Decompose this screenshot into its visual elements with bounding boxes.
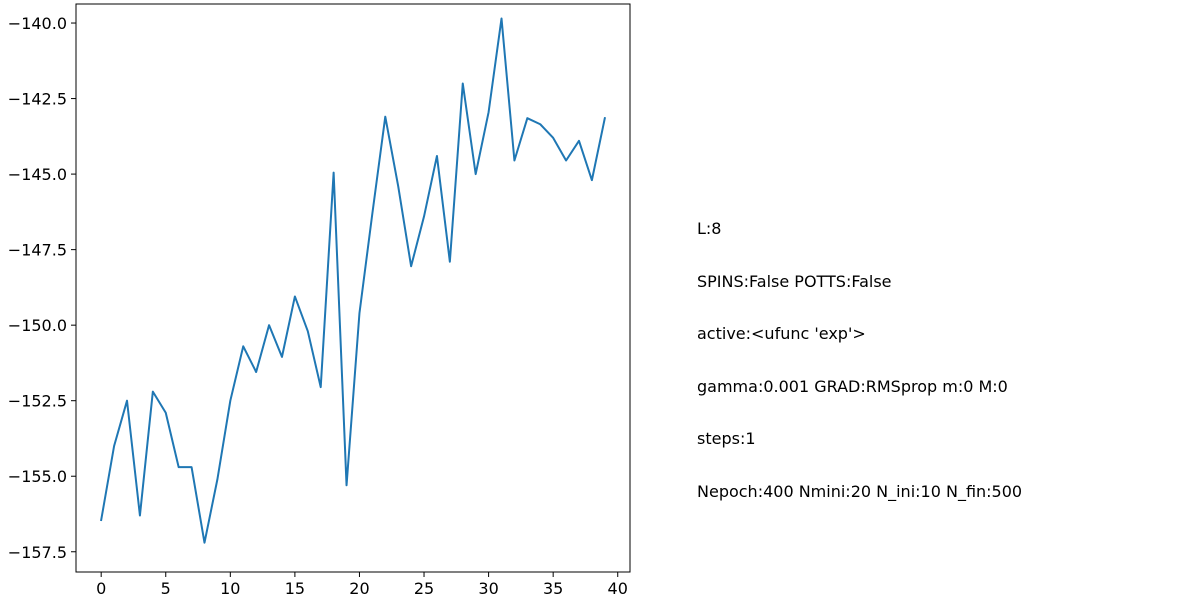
y-tick-label: −142.5 bbox=[8, 90, 67, 109]
x-tick-label: 5 bbox=[161, 579, 171, 598]
parameter-annotation: L:8 SPINS:False POTTS:False active:<ufun… bbox=[697, 185, 1022, 535]
y-tick-label: −157.5 bbox=[8, 543, 67, 562]
annotation-line: Nepoch:400 Nmini:20 N_ini:10 N_fin:500 bbox=[697, 481, 1023, 501]
y-tick-label: −147.5 bbox=[8, 241, 67, 260]
plot-frame bbox=[75, 3, 631, 573]
x-tick-label: 20 bbox=[349, 579, 369, 598]
x-tick-label: 15 bbox=[285, 579, 305, 598]
x-tick-label: 0 bbox=[96, 579, 106, 598]
annotation-line: SPINS:False POTTS:False bbox=[697, 271, 892, 291]
annotation-line: L:8 bbox=[697, 219, 722, 238]
x-tick-label: 30 bbox=[478, 579, 498, 598]
series-line bbox=[100, 17, 607, 544]
annotation-line: steps:1 bbox=[697, 429, 756, 448]
x-tick-label: 25 bbox=[414, 579, 434, 598]
axis-layer: 0 5 10 15 20 25 30 35 40 −140.0 −142.5 −145.0 −147.5… bbox=[8, 3, 631, 598]
y-tick-label: −145.0 bbox=[8, 165, 67, 184]
y-tick-label: −152.5 bbox=[8, 392, 67, 411]
x-tick-label: 10 bbox=[220, 579, 240, 598]
y-tick-label: −140.0 bbox=[8, 14, 67, 33]
annotation-line: active:<ufunc 'exp'> bbox=[697, 324, 866, 343]
x-tick-label: 35 bbox=[543, 579, 563, 598]
y-tick-label: −150.0 bbox=[8, 316, 67, 335]
plot-layer bbox=[100, 17, 607, 544]
annotation-line: gamma:0.001 GRAD:RMSprop m:0 M:0 bbox=[697, 376, 1008, 396]
x-tick-label: 40 bbox=[608, 579, 628, 598]
y-tick-label: −155.0 bbox=[8, 467, 67, 486]
